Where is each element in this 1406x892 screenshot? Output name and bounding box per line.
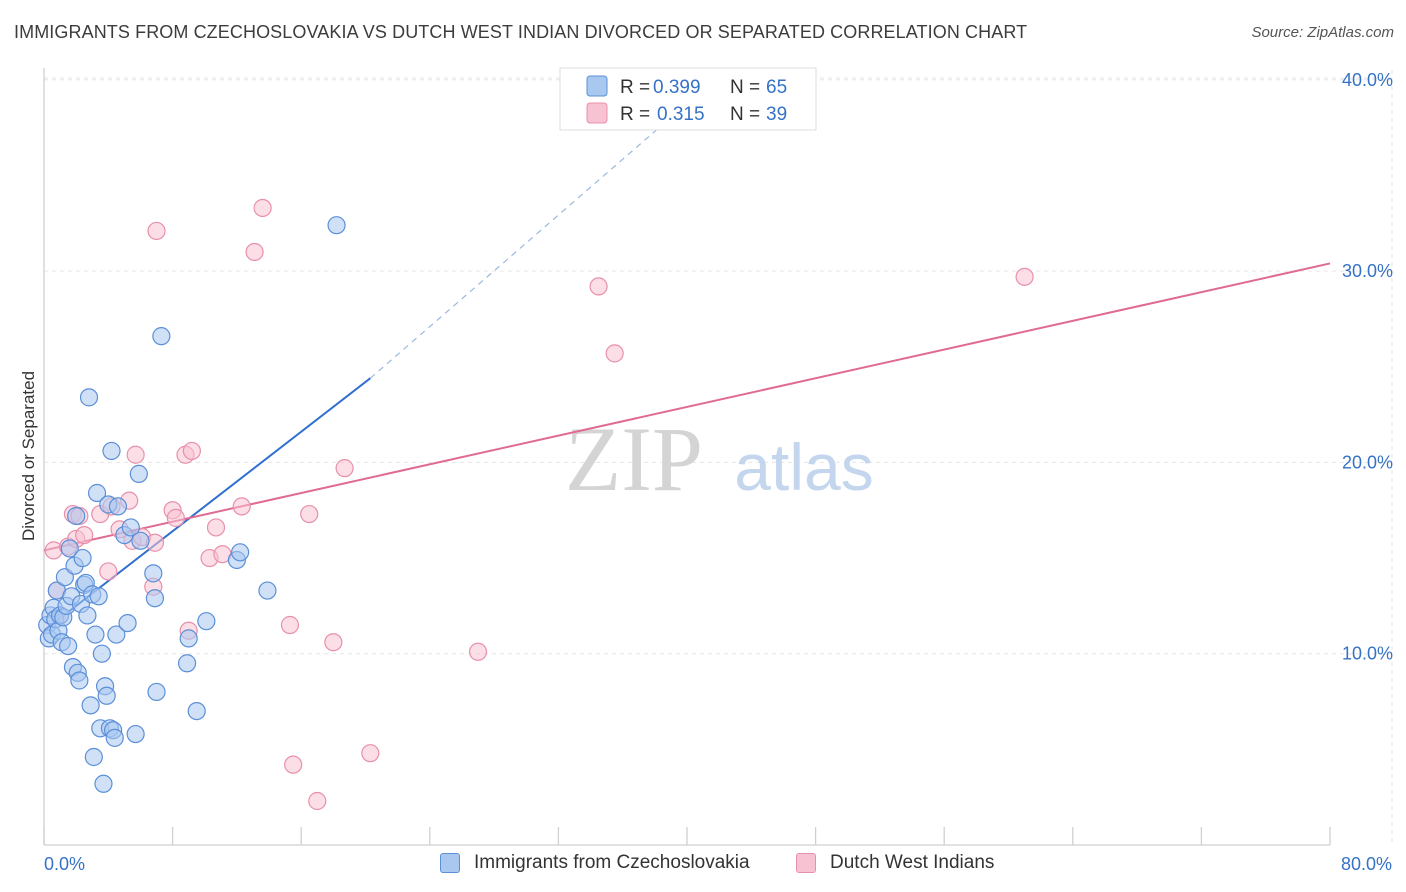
point-czechoslovakia-55 bbox=[177, 654, 197, 673]
chart-title: IMMIGRANTS FROM CZECHOSLOVAKIA VS DUTCH … bbox=[14, 22, 1028, 42]
legend-swatch-pink bbox=[586, 102, 608, 124]
legend-item-dutch-west-indians[interactable]: Dutch West Indians bbox=[796, 852, 994, 874]
point-dutch-west-indians-35 bbox=[335, 459, 354, 478]
legend-label-dutch-west-indians: Dutch West Indians bbox=[830, 852, 995, 873]
point-czechoslovakia-40 bbox=[102, 441, 121, 461]
legend-label-czechoslovakia: Immigrants from Czechoslovakia bbox=[474, 852, 750, 873]
point-dutch-west-indians-39 bbox=[605, 344, 624, 363]
point-czechoslovakia-48 bbox=[126, 724, 145, 744]
legend-r-value-1: 0.315 bbox=[657, 104, 705, 125]
point-czechoslovakia-62 bbox=[327, 216, 346, 235]
point-dutch-west-indians-32 bbox=[300, 504, 319, 524]
x-tick-label-min: 0.0% bbox=[44, 854, 85, 874]
point-czechoslovakia-14 bbox=[60, 539, 79, 558]
y-tick-label-40: 40.0% bbox=[1342, 70, 1393, 90]
watermark: ZIP atlas bbox=[565, 408, 874, 510]
point-czechoslovakia-52 bbox=[145, 589, 165, 608]
point-czechoslovakia-56 bbox=[179, 629, 198, 648]
gridlines bbox=[44, 70, 1393, 845]
y-tick-label-30: 30.0% bbox=[1342, 261, 1393, 281]
point-dutch-west-indians-18 bbox=[147, 221, 166, 241]
point-dutch-west-indians-40 bbox=[1015, 267, 1034, 286]
point-czechoslovakia-58 bbox=[197, 612, 216, 631]
point-dutch-west-indians-27 bbox=[232, 497, 251, 516]
y-tick-label-20: 20.0% bbox=[1342, 452, 1393, 472]
points-czechoslovakia bbox=[38, 216, 346, 793]
legend-swatch-blue bbox=[586, 75, 608, 97]
point-dutch-west-indians-25 bbox=[206, 518, 226, 537]
trend-line-dutch-west-indians bbox=[43, 262, 1331, 552]
point-czechoslovakia-42 bbox=[105, 728, 124, 747]
point-czechoslovakia-47 bbox=[121, 518, 140, 537]
y-tick-label-10: 10.0% bbox=[1342, 644, 1393, 664]
point-czechoslovakia-26 bbox=[79, 388, 99, 407]
point-czechoslovakia-43 bbox=[107, 625, 126, 644]
point-dutch-west-indians-30 bbox=[280, 615, 300, 635]
legend-n-label-0: N = bbox=[730, 77, 760, 98]
point-czechoslovakia-49 bbox=[129, 464, 148, 483]
legend-n-label-1: N = bbox=[730, 104, 760, 125]
point-dutch-west-indians-31 bbox=[284, 755, 303, 774]
point-czechoslovakia-20 bbox=[70, 671, 89, 690]
point-czechoslovakia-51 bbox=[144, 564, 163, 583]
y-tick-labels: 10.0% 20.0% 30.0% 40.0% bbox=[1342, 70, 1393, 664]
point-czechoslovakia-60 bbox=[231, 543, 250, 562]
axes bbox=[43, 68, 1331, 846]
legend-top: R = 0.399 N = 65 R = 0.315 N = 39 bbox=[559, 67, 817, 131]
legend-r-value-0: 0.399 bbox=[653, 77, 701, 98]
point-czechoslovakia-50 bbox=[131, 531, 150, 550]
y-axis-label: Divorced or Separated bbox=[19, 371, 38, 541]
point-czechoslovakia-34 bbox=[92, 644, 111, 663]
legend-bottom: Immigrants from Czechoslovakia Dutch Wes… bbox=[0, 852, 1406, 878]
legend-n-value-1: 39 bbox=[766, 104, 787, 125]
point-dutch-west-indians-33 bbox=[308, 791, 327, 811]
point-czechoslovakia-22 bbox=[73, 548, 92, 568]
point-czechoslovakia-44 bbox=[108, 497, 128, 516]
point-dutch-west-indians-23 bbox=[182, 441, 201, 461]
point-czechoslovakia-25 bbox=[78, 606, 97, 625]
x-tick-label-max: 80.0% bbox=[1341, 854, 1392, 874]
point-dutch-west-indians-37 bbox=[468, 642, 488, 661]
point-czechoslovakia-46 bbox=[118, 613, 137, 633]
point-dutch-west-indians-7 bbox=[75, 525, 94, 545]
legend-r-label-1: R = bbox=[620, 104, 650, 125]
point-dutch-west-indians-20 bbox=[166, 508, 185, 527]
legend-r-label-0: R = bbox=[620, 77, 650, 98]
point-dutch-west-indians-9 bbox=[99, 562, 118, 581]
legend-item-czechoslovakia[interactable]: Immigrants from Czechoslovakia bbox=[440, 852, 750, 874]
point-czechoslovakia-54 bbox=[152, 327, 171, 346]
point-czechoslovakia-27 bbox=[81, 696, 100, 715]
point-czechoslovakia-29 bbox=[84, 747, 103, 767]
point-czechoslovakia-61 bbox=[258, 581, 277, 600]
legend-n-value-0: 65 bbox=[766, 77, 787, 98]
point-czechoslovakia-35 bbox=[94, 774, 113, 793]
watermark-atlas: atlas bbox=[734, 430, 873, 504]
point-dutch-west-indians-38 bbox=[589, 277, 608, 296]
point-czechoslovakia-37 bbox=[97, 686, 116, 705]
point-czechoslovakia-57 bbox=[187, 701, 206, 721]
point-czechoslovakia-31 bbox=[87, 483, 107, 503]
point-czechoslovakia-53 bbox=[147, 682, 166, 702]
point-czechoslovakia-30 bbox=[86, 625, 105, 644]
point-dutch-west-indians-29 bbox=[253, 198, 272, 218]
source-label: Source: ZipAtlas.com bbox=[1251, 24, 1394, 41]
legend-swatch-dutch-west-indians bbox=[796, 853, 816, 873]
legend-swatch-czechoslovakia bbox=[440, 853, 460, 873]
point-czechoslovakia-18 bbox=[67, 506, 86, 526]
point-czechoslovakia-13 bbox=[59, 636, 78, 656]
x-tick-labels: 0.0% 80.0% bbox=[44, 854, 1392, 874]
watermark-zip: ZIP bbox=[565, 408, 703, 510]
point-dutch-west-indians-34 bbox=[324, 633, 343, 652]
point-czechoslovakia-32 bbox=[89, 587, 108, 606]
point-dutch-west-indians-14 bbox=[126, 445, 145, 464]
point-dutch-west-indians-36 bbox=[361, 744, 380, 763]
point-dutch-west-indians-28 bbox=[245, 242, 264, 262]
